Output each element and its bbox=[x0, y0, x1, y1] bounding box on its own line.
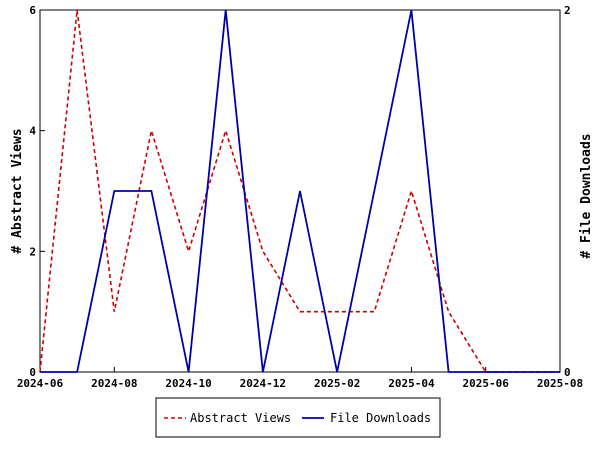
y-right-tick-label: 2 bbox=[564, 4, 571, 17]
x-tick-label: 2024-12 bbox=[240, 377, 286, 390]
x-tick-label: 2024-08 bbox=[91, 377, 137, 390]
legend-label-file-downloads: File Downloads bbox=[330, 411, 431, 425]
y-left-tick-label: 4 bbox=[29, 125, 36, 138]
legend: Abstract Views File Downloads bbox=[155, 397, 441, 438]
x-tick-label: 2025-02 bbox=[314, 377, 360, 390]
y-left-tick-label: 2 bbox=[29, 245, 36, 258]
legend-box bbox=[155, 397, 441, 438]
y-left-tick-label: 6 bbox=[29, 4, 36, 17]
series-lines bbox=[39, 9, 560, 373]
y-right-tick-label: 0 bbox=[564, 366, 571, 379]
series-line-abstract-views bbox=[39, 9, 560, 373]
x-tick-label: 2024-10 bbox=[165, 377, 211, 390]
x-tick-label: 2025-08 bbox=[537, 377, 583, 390]
x-tick-label: 2025-06 bbox=[463, 377, 510, 390]
legend-label-abstract-views: Abstract Views bbox=[190, 411, 291, 425]
x-tick-label: 2024-06 bbox=[17, 377, 64, 390]
x-axis: 2024-06 2024-08 2024-10 2024-12 2025-02 2025-… bbox=[17, 367, 583, 390]
series-line-file-downloads bbox=[40, 9, 560, 373]
y-axis-left-title: # Abstract Views bbox=[10, 128, 25, 253]
y-axis-right-title: # File Downloads bbox=[579, 133, 594, 258]
y-left-tick-label: 0 bbox=[29, 366, 36, 379]
x-tick-label: 2025-04 bbox=[388, 377, 435, 390]
